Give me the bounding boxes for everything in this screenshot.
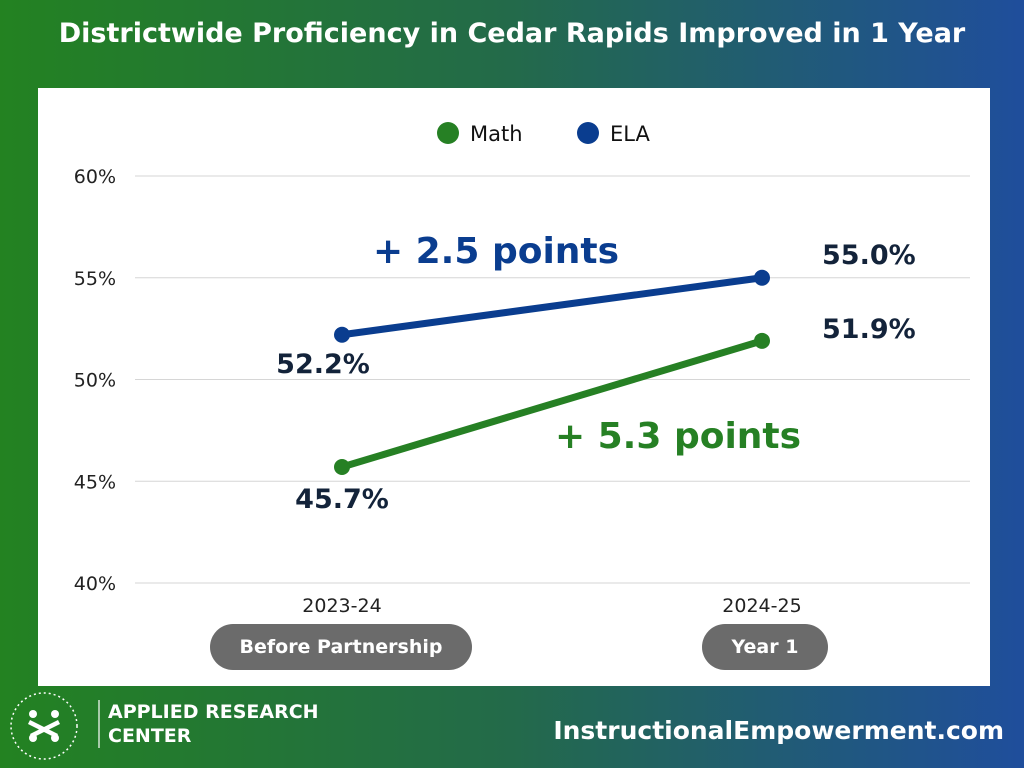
y-tick-label: 60% [74,166,116,188]
legend-marker [437,122,459,144]
chart-title: Districtwide Proficiency in Cedar Rapids… [58,18,966,49]
sublabel-before-partnership: Before Partnership [210,624,472,670]
chart-panel: 40% 45% 50% 55% 60% 2023-24 2024-25 Math ELA 45.7… [38,88,990,686]
arc-line-1: APPLIED RESEARCH [108,701,319,723]
y-tick-label: 45% [74,471,116,493]
legend-marker [577,122,599,144]
y-tick-label: 40% [74,573,116,595]
x-tick-label: 2023-24 [302,595,381,617]
x-tick-label: 2024-25 [722,595,801,617]
change-annotation: + 5.3 points [555,416,801,457]
data-point [334,326,350,343]
data-point [754,332,770,349]
series-line-ela [338,274,766,339]
website-link[interactable]: InstructionalEmpowerment.com [553,716,1004,745]
instructional-empowerment-logo [10,692,78,760]
y-tick-label: 55% [74,268,116,290]
series-line-math [338,337,766,471]
data-label: 52.2% [276,349,370,380]
arc-line-2: CENTER [108,725,192,747]
legend-label: ELA [610,122,650,146]
data-label: 55.0% [822,240,916,271]
data-label: 51.9% [822,314,916,345]
data-point [334,459,350,476]
applied-research-center-label: APPLIED RESEARCH CENTER [98,700,319,748]
y-tick-label: 50% [74,370,116,392]
line-chart: 40% 45% 50% 55% 60% 2023-24 2024-25 Math ELA 45.7… [74,122,970,617]
change-annotation: + 2.5 points [373,231,619,272]
legend-label: Math [470,122,523,146]
data-label: 45.7% [295,484,389,515]
data-point [754,269,770,286]
sublabel-year-1: Year 1 [702,624,828,670]
